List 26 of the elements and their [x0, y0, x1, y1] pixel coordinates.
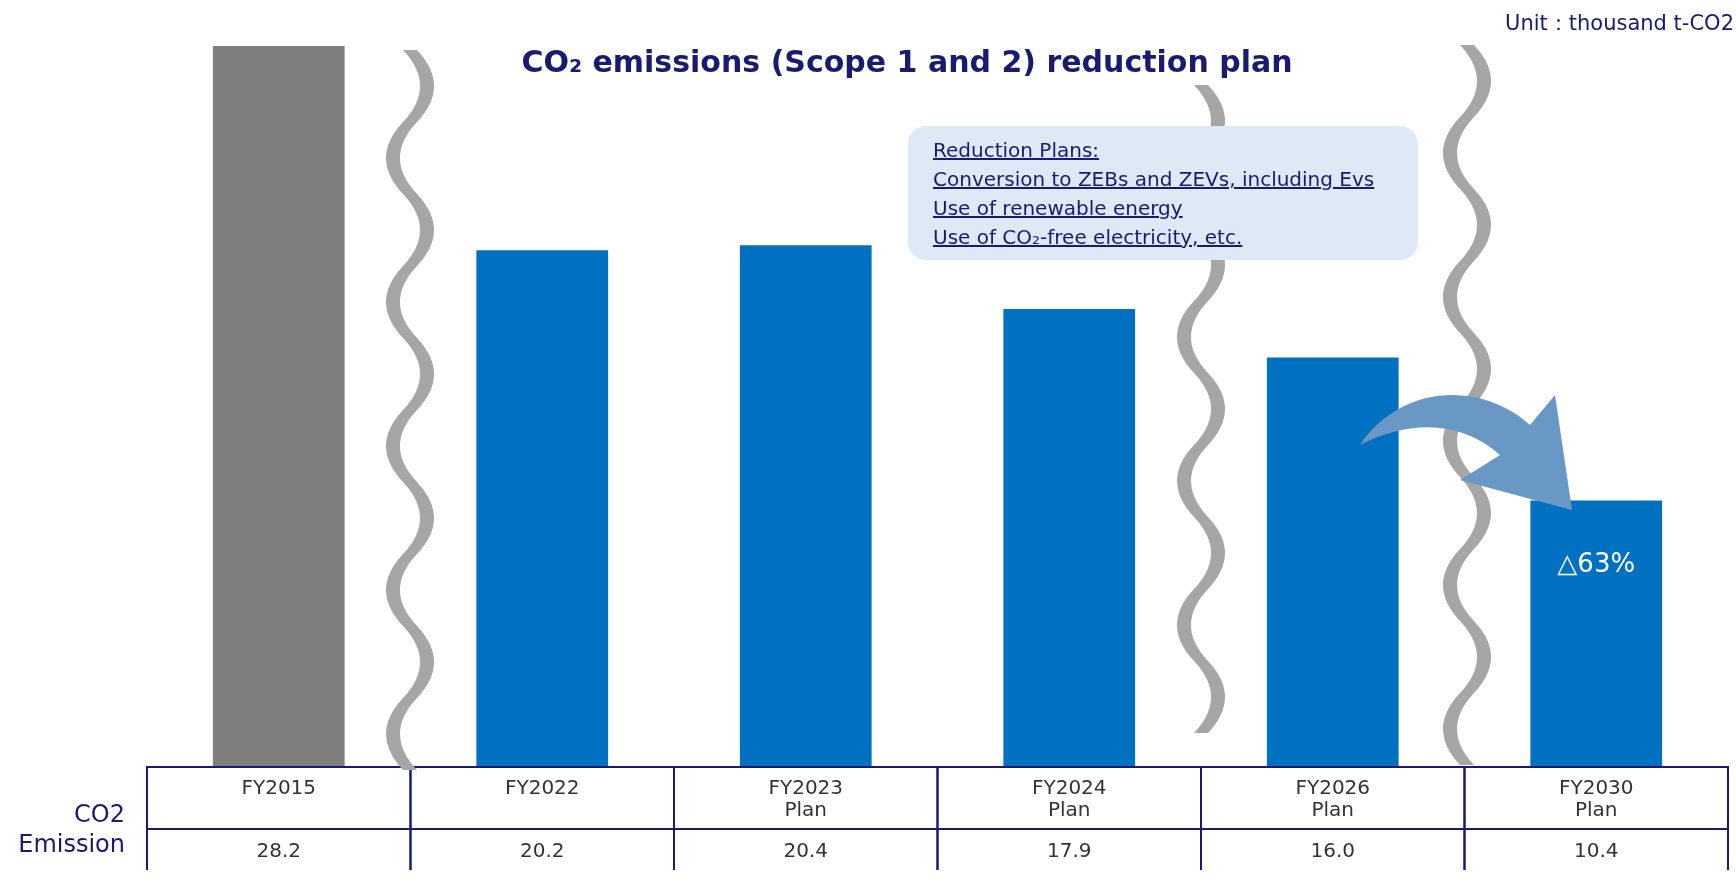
x-tick-label: FY2022 [504, 775, 580, 799]
bar [739, 245, 872, 766]
annotation: Use of renewable energy [933, 195, 1184, 222]
x-tick-label: FY2026 Plan [1295, 775, 1371, 821]
annotation: Conversion to ZEBs and ZEVs, including Evs [933, 166, 1376, 193]
x-tick-label: FY2015 [241, 775, 317, 799]
text: Unit：thousand t-CO2 [1505, 11, 1734, 35]
data-label: 16.0 [1310, 838, 1356, 862]
bar [1003, 308, 1136, 766]
annotation: Use of CO₂-free electricity, etc. [933, 224, 1244, 251]
bar [212, 46, 345, 766]
annotation: △63% [1557, 548, 1636, 579]
x-tick-label: FY2030 Plan [1558, 775, 1634, 821]
y-axis-title: CO2 Emission [18, 800, 125, 858]
data-label: 20.4 [783, 838, 829, 862]
bar [476, 250, 609, 766]
data-label: 17.9 [1046, 838, 1092, 862]
x-tick-label: FY2023 Plan [768, 775, 844, 821]
chart-title: CO₂ emissions (Scope 1 and 2) reduction plan [521, 44, 1293, 79]
x-tick-label: FY2024 Plan [1031, 775, 1107, 821]
data-label: 20.2 [519, 838, 565, 862]
bar [1266, 357, 1399, 766]
data-label: 10.4 [1573, 838, 1619, 862]
data-label: 28.2 [256, 838, 302, 862]
annotation: Reduction Plans: [933, 137, 1101, 164]
bar [1530, 500, 1663, 766]
